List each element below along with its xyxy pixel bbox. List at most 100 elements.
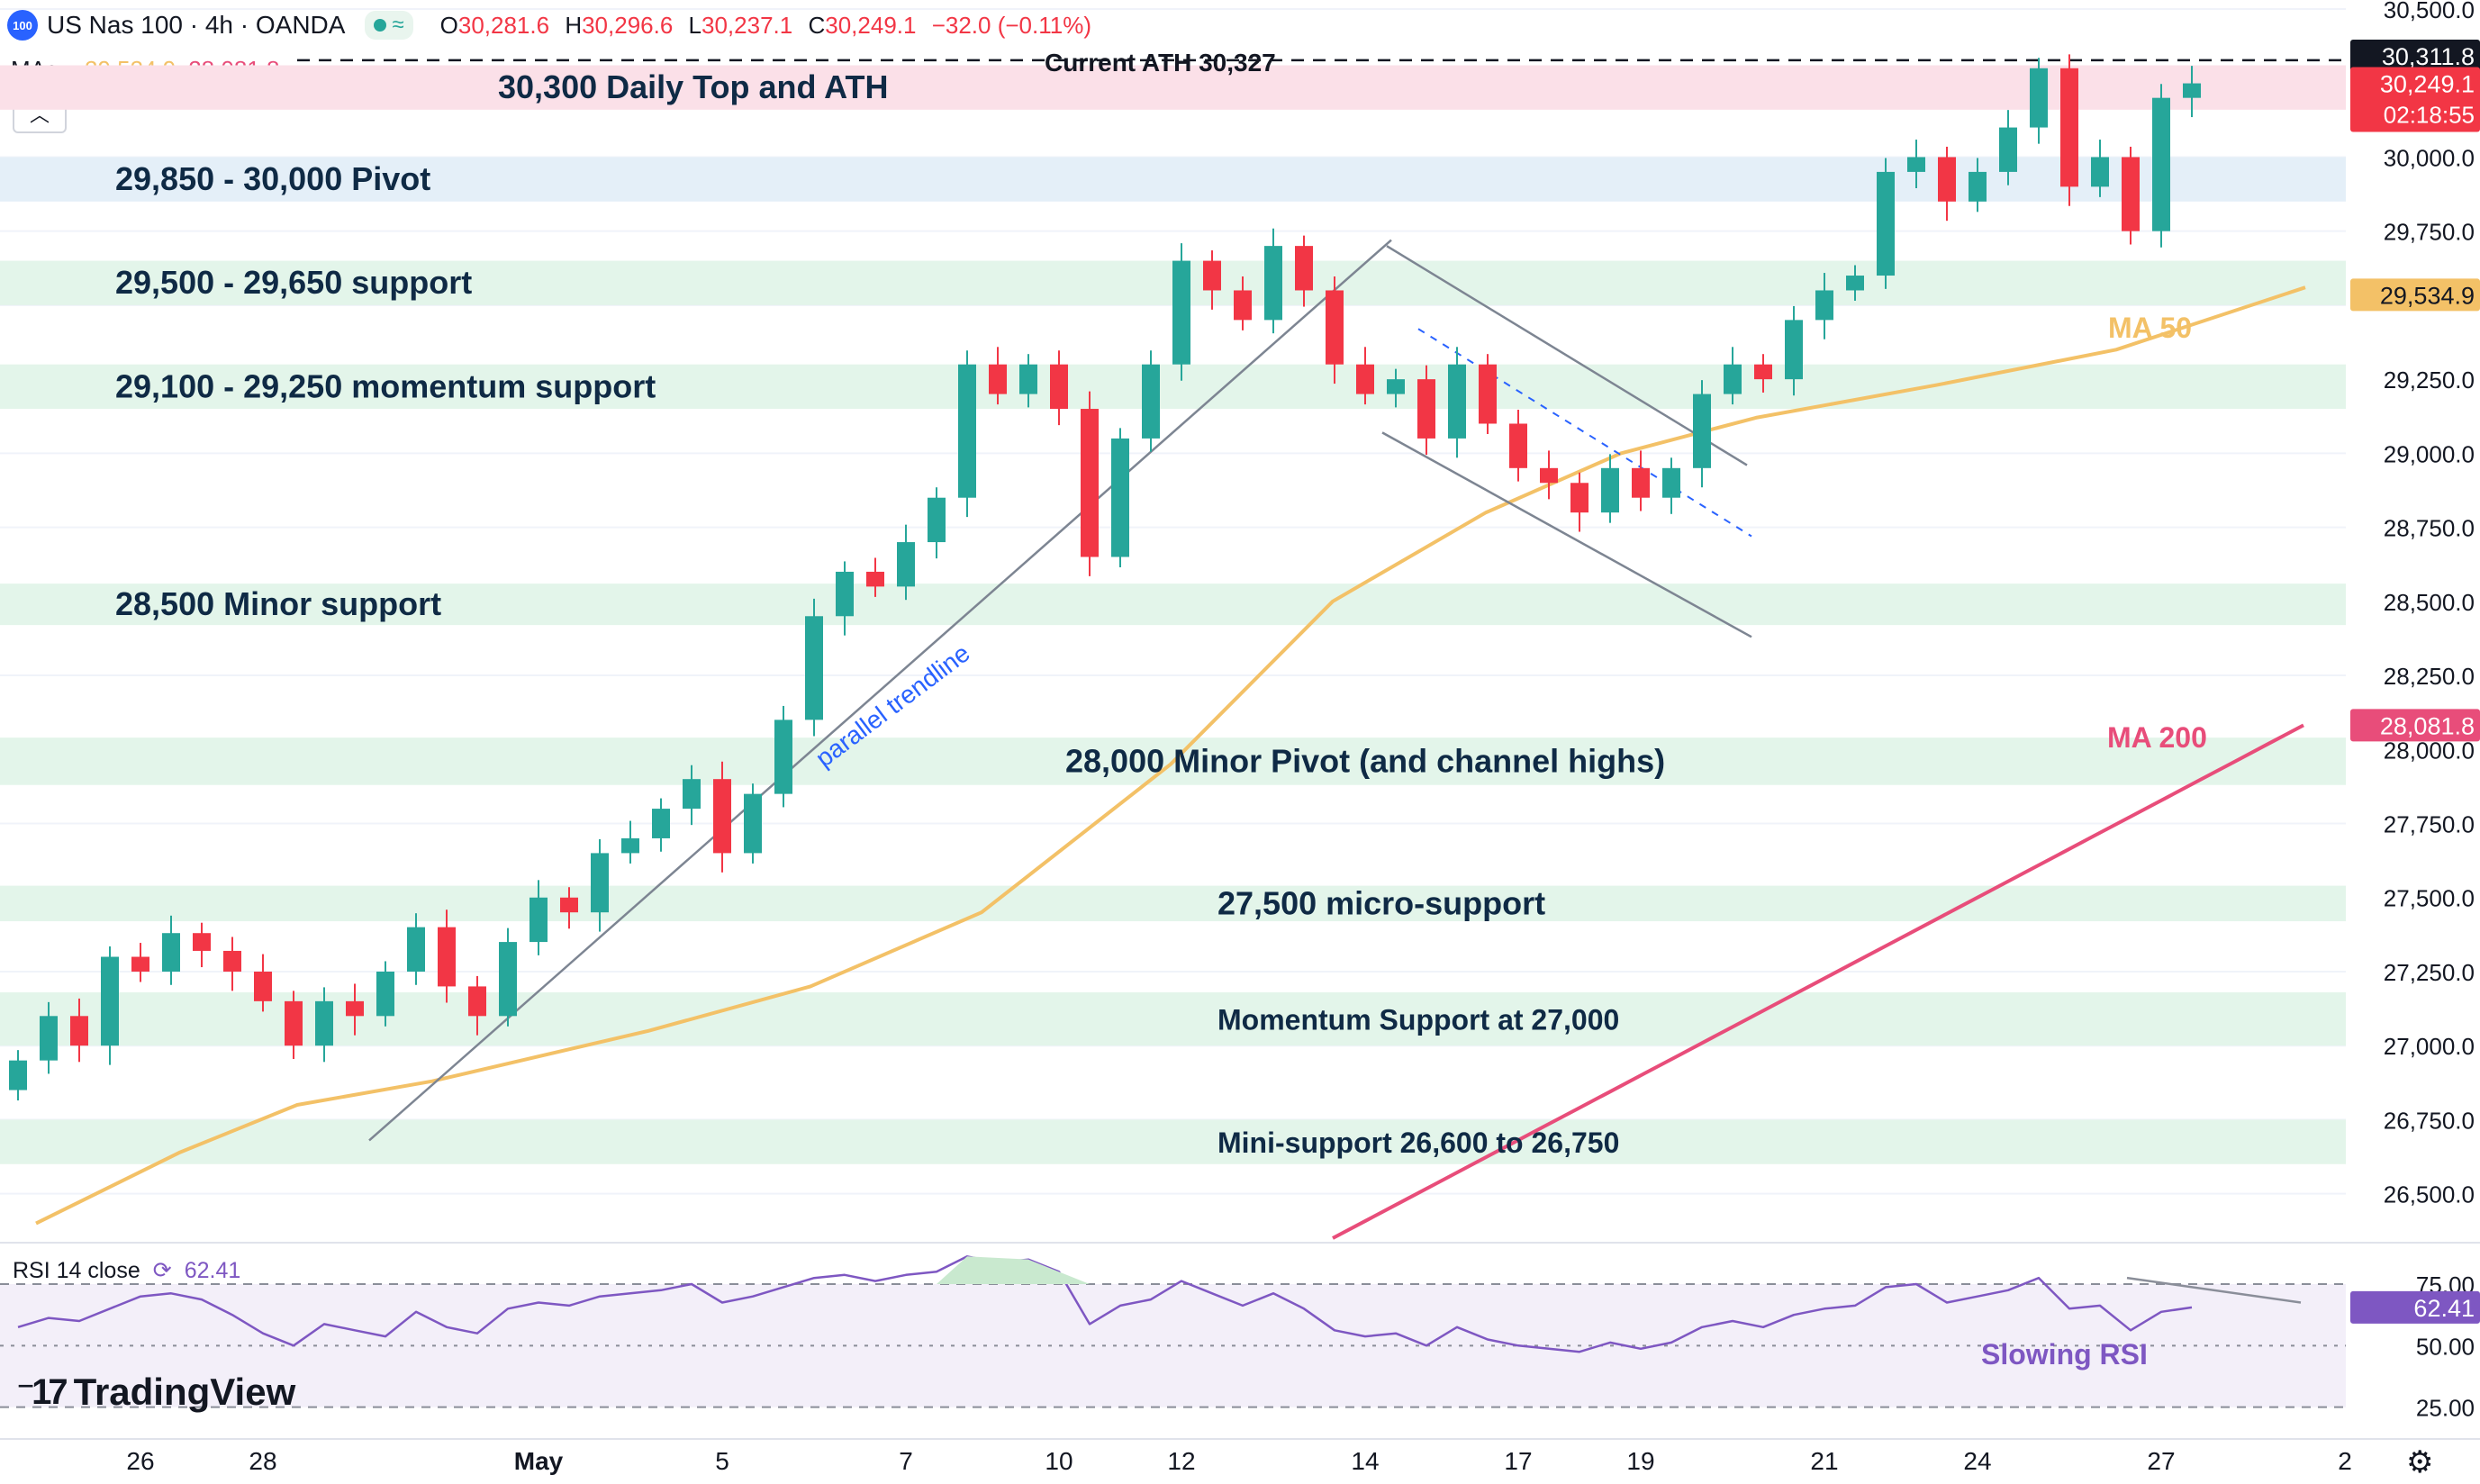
candle-body bbox=[591, 853, 609, 913]
candle-body bbox=[2060, 68, 2078, 187]
candle-body bbox=[744, 793, 762, 854]
candle-body bbox=[2030, 68, 2048, 128]
candle-body bbox=[866, 571, 884, 587]
candle-body bbox=[1142, 364, 1160, 439]
candle-body bbox=[376, 971, 394, 1017]
y-tick-label: 30,000.0 bbox=[2384, 144, 2475, 171]
low-value: 30,237.1 bbox=[701, 11, 793, 39]
candle-body bbox=[468, 986, 486, 1017]
ma50-line bbox=[35, 285, 2306, 1226]
minor-support-zone bbox=[0, 584, 2346, 626]
rsi-line bbox=[17, 1255, 2193, 1353]
candle-body bbox=[438, 927, 456, 987]
candle-body bbox=[805, 616, 823, 720]
support-label: 29,500 - 29,650 support bbox=[115, 264, 472, 301]
candle-body bbox=[1081, 409, 1099, 557]
ma50-tag: 29,534.9 bbox=[2380, 282, 2475, 309]
last-price-tag: 30,249.1 bbox=[2380, 71, 2475, 98]
candle-body bbox=[1050, 364, 1068, 410]
candle-body bbox=[989, 364, 1007, 394]
y-tick-label: 27,000.0 bbox=[2384, 1033, 2475, 1060]
candle-body bbox=[1172, 260, 1190, 365]
y-tick-label: 28,250.0 bbox=[2384, 663, 2475, 690]
x-tick-label: 12 bbox=[1167, 1447, 1195, 1475]
settings-gear-icon[interactable]: ⚙ bbox=[2406, 1445, 2434, 1479]
rsi-tick-label: 50.00 bbox=[2416, 1333, 2475, 1360]
channel-upper-line bbox=[1386, 245, 1748, 466]
candle-body bbox=[1387, 379, 1405, 394]
ma200-tag-bg bbox=[2350, 709, 2480, 742]
y-tick-label: 29,750.0 bbox=[2384, 219, 2475, 246]
y-tick-label: 28,750.0 bbox=[2384, 515, 2475, 542]
slowing-rsi-label: Slowing RSI bbox=[1981, 1338, 2148, 1371]
candle-body bbox=[407, 927, 425, 972]
candle-body bbox=[1907, 157, 1925, 172]
tradingview-mark-icon: ⁻17 bbox=[16, 1372, 68, 1412]
minor-pivot-label: 28,000 Minor Pivot (and channel highs) bbox=[1065, 742, 1665, 779]
candle-body bbox=[162, 933, 180, 972]
x-tick-label: 27 bbox=[2147, 1447, 2175, 1475]
x-tick-label: 5 bbox=[715, 1447, 729, 1475]
candle-body bbox=[958, 364, 976, 498]
ath-zone bbox=[0, 65, 2346, 110]
candle-body bbox=[1693, 394, 1711, 468]
rsi-overbought-fill bbox=[937, 1256, 1090, 1284]
candle-body bbox=[1509, 423, 1527, 468]
candle-body bbox=[1785, 320, 1803, 380]
candle-body bbox=[315, 1000, 333, 1046]
candle-body bbox=[774, 719, 792, 794]
y-tick-label: 27,250.0 bbox=[2384, 959, 2475, 986]
candle-body bbox=[70, 1016, 88, 1046]
tradingview-wordmark: TradingView bbox=[73, 1371, 296, 1413]
status-dot-icon bbox=[374, 19, 387, 32]
candle-body bbox=[1326, 290, 1344, 365]
candle-body bbox=[1448, 364, 1466, 439]
candle-body bbox=[1570, 483, 1588, 513]
mini-support-label: Mini-support 26,600 to 26,750 bbox=[1217, 1127, 1619, 1159]
candle-body bbox=[1632, 467, 1650, 498]
x-tick-label: May bbox=[514, 1447, 564, 1475]
ath-high-tag-bg bbox=[2350, 39, 2480, 72]
candle-body bbox=[1356, 364, 1374, 394]
candle-body bbox=[529, 897, 548, 943]
candle-body bbox=[9, 1060, 27, 1090]
ma200-label: MA 200 bbox=[2107, 721, 2207, 754]
candle-body bbox=[1479, 364, 1497, 424]
last-price-tag-bg bbox=[2350, 67, 2480, 132]
market-status-badge[interactable]: ≈ bbox=[365, 11, 413, 40]
y-tick-label: 30,500.0 bbox=[2384, 0, 2475, 23]
symbol-logo-icon[interactable]: 100 bbox=[7, 10, 38, 41]
candle-body bbox=[928, 497, 946, 543]
chart-header: 100 US Nas 100 · 4h · OANDA ≈ O30,281.6 … bbox=[7, 7, 1091, 43]
x-tick-label: 10 bbox=[1045, 1447, 1073, 1475]
ath-high-tag: 30,311.8 bbox=[2382, 43, 2475, 70]
candle-body bbox=[2122, 157, 2140, 231]
rsi-legend-value: 62.41 bbox=[184, 1258, 241, 1283]
rsi-legend[interactable]: RSI 14 close ⟳ 62.41 bbox=[13, 1257, 240, 1284]
candle-body bbox=[2152, 97, 2170, 231]
candle-body bbox=[1295, 246, 1313, 291]
ma50-tag-bg bbox=[2350, 278, 2480, 312]
channel-lower-line bbox=[1381, 431, 1752, 638]
momentum-support-label: 29,100 - 29,250 momentum support bbox=[115, 367, 656, 404]
change-value: −32.0 (−0.11%) bbox=[931, 11, 1092, 39]
x-tick-label: 2 bbox=[2338, 1447, 2352, 1475]
x-tick-label: 26 bbox=[126, 1447, 154, 1475]
candle-body bbox=[346, 1000, 364, 1017]
countdown-tag: 02:18:55 bbox=[2384, 102, 2475, 129]
mini-support-zone bbox=[0, 1119, 2346, 1164]
symbol-title[interactable]: US Nas 100 · 4h · OANDA bbox=[47, 11, 346, 39]
refresh-icon: ⟳ bbox=[152, 1258, 172, 1283]
candle-body bbox=[1754, 364, 1772, 380]
candle-body bbox=[1999, 127, 2017, 172]
tradingview-logo[interactable]: ⁻17 TradingView bbox=[16, 1371, 295, 1414]
y-tick-label: 26,500.0 bbox=[2384, 1181, 2475, 1208]
candle-body bbox=[560, 897, 578, 913]
candle-body bbox=[652, 809, 670, 838]
candle-body bbox=[1019, 364, 1037, 394]
candle-body bbox=[254, 971, 272, 1001]
current-ath-label: Current ATH 30,327 bbox=[1045, 49, 1276, 77]
rsi-divergence-line bbox=[2126, 1276, 2302, 1304]
momentum-27000-label: Momentum Support at 27,000 bbox=[1217, 1004, 1619, 1036]
